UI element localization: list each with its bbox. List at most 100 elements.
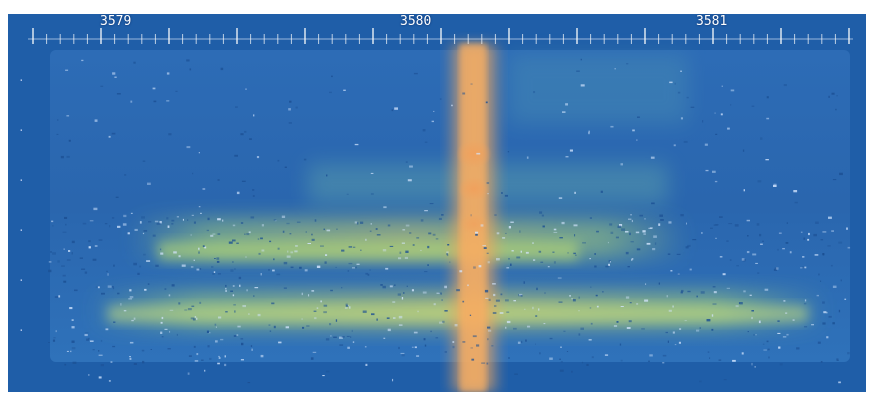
noise-speckle: [398, 257, 402, 260]
noise-speckle: [828, 95, 830, 98]
noise-speckle: [232, 261, 234, 263]
noise-speckle: [241, 342, 244, 346]
noise-speckle: [433, 303, 436, 306]
noise-speckle: [320, 300, 322, 303]
time-tick: ·: [18, 224, 25, 237]
noise-speckle: [626, 327, 631, 329]
noise-speckle: [832, 179, 837, 181]
noise-speckle: [310, 357, 314, 360]
noise-speckle: [218, 357, 221, 359]
noise-speckle: [804, 299, 807, 302]
noise-speckle: [394, 107, 398, 110]
noise-speckle: [112, 287, 115, 290]
noise-speckle: [108, 380, 111, 382]
noise-speckle: [614, 68, 616, 70]
noise-speckle: [766, 96, 769, 99]
noise-speckle: [228, 241, 233, 244]
noise-speckle: [316, 307, 319, 309]
noise-speckle: [763, 349, 767, 351]
noise-speckle: [505, 299, 509, 302]
noise-speckle: [114, 76, 117, 78]
noise-speckle: [743, 189, 745, 192]
noise-speckle: [766, 117, 770, 120]
noise-speckle: [839, 172, 843, 176]
noise-speckle: [563, 330, 566, 332]
noise-speckle: [674, 344, 677, 346]
noise-speckle: [142, 232, 145, 235]
noise-speckle: [88, 246, 91, 249]
noise-speckle: [364, 346, 367, 348]
noise-speckle: [112, 286, 114, 288]
noise-speckle: [178, 255, 181, 258]
noise-speckle: [650, 156, 655, 159]
noise-speckle: [322, 375, 325, 377]
noise-speckle: [712, 286, 716, 288]
noise-speckle: [478, 265, 482, 268]
noise-speckle: [402, 229, 406, 231]
noise-speckle: [369, 230, 372, 232]
noise-speckle: [94, 119, 98, 122]
noise-speckle: [206, 330, 209, 333]
noise-speckle: [198, 152, 200, 154]
noise-speckle: [486, 252, 489, 254]
noise-speckle: [354, 143, 359, 146]
noise-speckle: [139, 221, 142, 224]
noise-speckle: [225, 284, 227, 287]
noise-speckle: [131, 319, 134, 322]
noise-speckle: [696, 295, 698, 298]
noise-speckle: [637, 116, 640, 118]
noise-speckle: [444, 351, 447, 353]
noise-speckle: [536, 287, 538, 291]
noise-speckle: [778, 232, 782, 234]
noise-speckle: [399, 251, 402, 254]
noise-speckle: [752, 253, 757, 256]
noise-speckle: [240, 222, 244, 224]
noise-speckle: [159, 221, 162, 224]
noise-speckle: [582, 242, 586, 244]
noise-speckle: [224, 355, 226, 358]
noise-speckle: [488, 298, 491, 301]
noise-speckle: [621, 228, 626, 231]
waterfall-spectrogram[interactable]: [8, 14, 866, 392]
noise-speckle: [727, 127, 730, 130]
noise-speckle: [665, 331, 668, 334]
noise-speckle: [242, 305, 246, 308]
noise-speckle: [762, 343, 765, 345]
noise-speckle: [524, 308, 526, 310]
noise-speckle: [680, 214, 684, 217]
noise-speckle: [800, 231, 803, 233]
noise-speckle: [648, 227, 652, 229]
noise-speckle: [130, 212, 133, 214]
noise-speckle: [549, 337, 553, 340]
noise-speckle: [152, 234, 156, 237]
noise-speckle: [720, 113, 723, 116]
noise-speckle: [686, 222, 687, 225]
noise-speckle: [66, 259, 71, 261]
noise-speckle: [92, 349, 95, 351]
noise-speckle: [730, 89, 735, 92]
noise-speckle: [608, 260, 611, 263]
freq-label-3580: 3580: [400, 14, 432, 29]
noise-speckle: [303, 158, 307, 161]
noise-speckle: [822, 253, 825, 255]
noise-speckle: [130, 100, 133, 103]
noise-speckle: [760, 243, 763, 245]
noise-speckle: [115, 196, 119, 198]
noise-speckle: [260, 273, 262, 276]
noise-speckle: [628, 218, 632, 220]
noise-speckle: [774, 267, 778, 270]
time-tick: ·: [18, 74, 25, 87]
noise-speckle: [626, 63, 629, 65]
noise-speckle: [519, 230, 521, 233]
noise-speckle: [405, 250, 409, 253]
noise-speckle: [186, 59, 190, 62]
noise-speckle: [513, 327, 517, 330]
waterfall-display[interactable]: 3579 3580 3581 · · · · · ·: [8, 14, 866, 392]
noise-speckle: [590, 322, 593, 325]
noise-speckle: [539, 211, 543, 214]
noise-speckle: [631, 258, 633, 261]
noise-speckle: [143, 230, 148, 232]
noise-speckle: [167, 348, 171, 350]
noise-speckle: [189, 68, 192, 71]
noise-speckle: [670, 270, 673, 272]
